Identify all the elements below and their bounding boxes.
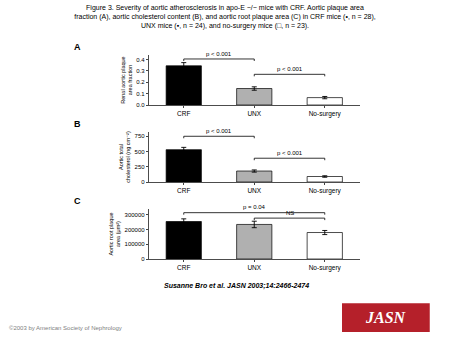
svg-text:500: 500 — [135, 149, 146, 155]
svg-text:0.3: 0.3 — [136, 68, 145, 74]
svg-text:Renal aortic plaquearea fracti: Renal aortic plaquearea fraction — [120, 56, 133, 103]
svg-text:UNX: UNX — [247, 110, 261, 117]
svg-text:JASN: JASN — [365, 309, 407, 326]
svg-text:0: 0 — [141, 256, 145, 262]
svg-text:No-surgery: No-surgery — [309, 264, 342, 272]
svg-text:p < 0.001: p < 0.001 — [277, 66, 303, 72]
svg-text:0.4: 0.4 — [136, 57, 145, 63]
svg-text:p < 0.001: p < 0.001 — [206, 128, 232, 134]
svg-text:p < 0.001: p < 0.001 — [277, 150, 303, 156]
svg-text:200000: 200000 — [125, 227, 146, 233]
svg-text:NS: NS — [286, 210, 294, 216]
svg-text:CRF: CRF — [177, 110, 190, 117]
svg-text:Susanne Bro et al. JASN 2003;1: Susanne Bro et al. JASN 2003;14:2466-247… — [164, 282, 309, 290]
svg-text:©2003 by American Society of N: ©2003 by American Society of Nephrology — [9, 325, 122, 331]
svg-text:0.0: 0.0 — [136, 102, 145, 108]
svg-text:750: 750 — [135, 133, 146, 139]
svg-text:A: A — [74, 42, 81, 52]
svg-text:UNX: UNX — [247, 264, 261, 271]
svg-text:UNX: UNX — [247, 187, 261, 194]
svg-text:Figure 3. Severity of aortic a: Figure 3. Severity of aortic atheroscler… — [74, 4, 375, 30]
svg-text:p = 0.04: p = 0.04 — [243, 204, 266, 210]
svg-text:B: B — [74, 119, 81, 129]
svg-text:No-surgery: No-surgery — [309, 187, 342, 195]
svg-text:No-surgery: No-surgery — [309, 110, 342, 118]
svg-text:300000: 300000 — [125, 212, 146, 218]
svg-text:250: 250 — [135, 164, 146, 170]
svg-text:CRF: CRF — [177, 264, 190, 271]
svg-text:Aortic totalcholesterol (ng cm: Aortic totalcholesterol (ng cm⁻²) — [118, 131, 131, 183]
svg-text:0.2: 0.2 — [136, 79, 145, 85]
svg-text:CRF: CRF — [177, 187, 190, 194]
svg-text:0.1: 0.1 — [136, 91, 145, 97]
svg-text:C: C — [74, 196, 81, 206]
svg-text:100000: 100000 — [125, 241, 146, 247]
svg-text:Aortic root plaquearea (μm²): Aortic root plaquearea (μm²) — [108, 212, 121, 255]
svg-text:p < 0.001: p < 0.001 — [206, 51, 232, 57]
svg-text:0: 0 — [141, 179, 145, 185]
